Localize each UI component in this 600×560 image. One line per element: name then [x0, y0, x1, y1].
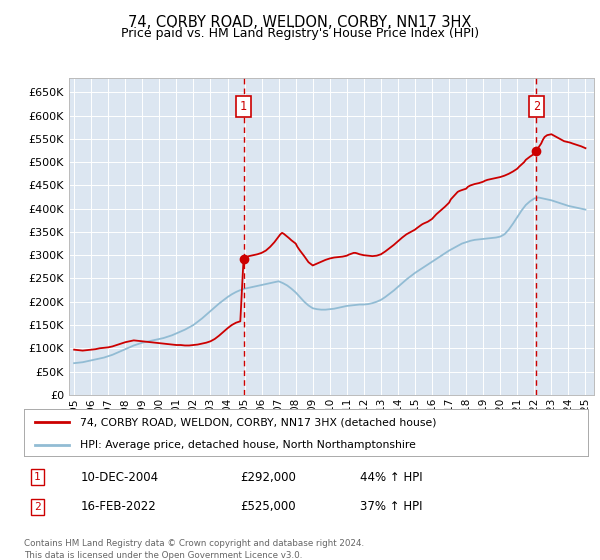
Text: 2: 2	[34, 502, 41, 512]
Text: £525,000: £525,000	[240, 500, 296, 514]
Text: 16-FEB-2022: 16-FEB-2022	[81, 500, 157, 514]
Text: 74, CORBY ROAD, WELDON, CORBY, NN17 3HX: 74, CORBY ROAD, WELDON, CORBY, NN17 3HX	[128, 15, 472, 30]
Text: 44% ↑ HPI: 44% ↑ HPI	[360, 470, 422, 484]
Text: £292,000: £292,000	[240, 470, 296, 484]
Text: 37% ↑ HPI: 37% ↑ HPI	[360, 500, 422, 514]
Text: 74, CORBY ROAD, WELDON, CORBY, NN17 3HX (detached house): 74, CORBY ROAD, WELDON, CORBY, NN17 3HX …	[80, 417, 437, 427]
Text: 10-DEC-2004: 10-DEC-2004	[81, 470, 159, 484]
Text: 1: 1	[240, 100, 247, 113]
Text: Contains HM Land Registry data © Crown copyright and database right 2024.
This d: Contains HM Land Registry data © Crown c…	[24, 539, 364, 559]
Text: 1: 1	[34, 472, 41, 482]
Text: HPI: Average price, detached house, North Northamptonshire: HPI: Average price, detached house, Nort…	[80, 440, 416, 450]
Text: 2: 2	[533, 100, 540, 113]
Text: Price paid vs. HM Land Registry's House Price Index (HPI): Price paid vs. HM Land Registry's House …	[121, 27, 479, 40]
